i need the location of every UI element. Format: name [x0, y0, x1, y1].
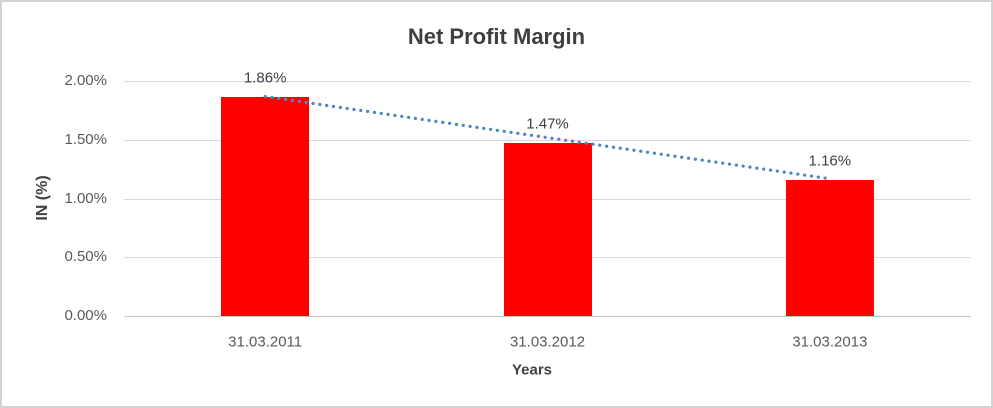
bar-value-label: 1.86% — [243, 69, 287, 87]
y-tick-label: 1.50% — [64, 130, 107, 148]
bar-31.03.2011 — [221, 97, 310, 316]
x-tick-label: 31.03.2012 — [509, 333, 586, 351]
x-axis-title: Years — [511, 361, 553, 379]
x-tick-label: 31.03.2011 — [228, 333, 303, 351]
bar-value-label: 1.16% — [808, 152, 852, 170]
bar-31.03.2012 — [503, 143, 592, 316]
gridline — [124, 81, 971, 82]
plot-area — [124, 81, 971, 317]
y-tick-label: 0.00% — [64, 307, 107, 324]
y-tick-label: 2.00% — [64, 72, 107, 89]
bar-value-label: 1.47% — [526, 115, 569, 133]
bar-31.03.2013 — [785, 179, 874, 316]
y-tick-label: 0.50% — [64, 248, 107, 266]
x-axis-line — [124, 316, 971, 317]
chart-title: Net Profit Margin — [407, 24, 586, 49]
x-tick-label: 31.03.2013 — [792, 333, 868, 351]
y-tick-label: 1.00% — [64, 189, 107, 207]
